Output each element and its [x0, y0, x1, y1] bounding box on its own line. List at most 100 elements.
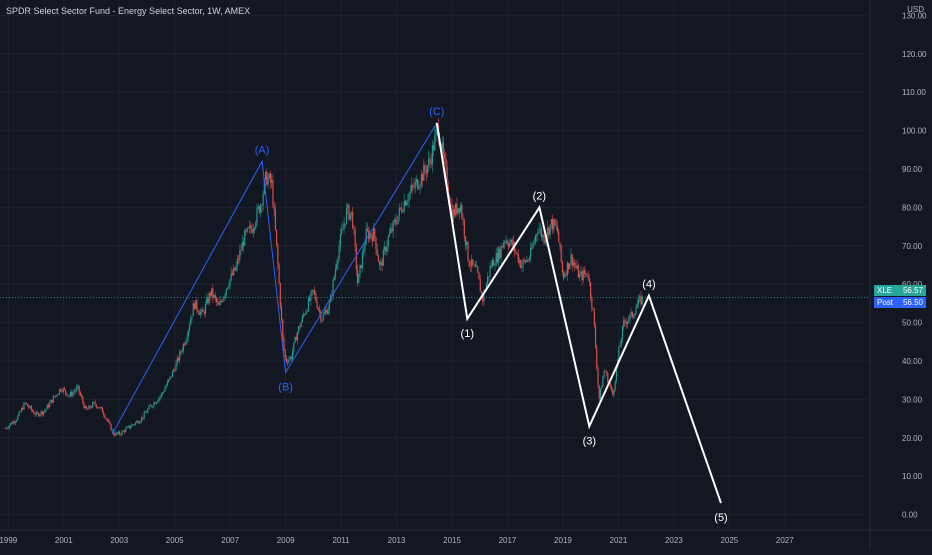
candle-body — [214, 295, 216, 299]
candle-body — [393, 220, 395, 221]
candle-body — [57, 393, 59, 395]
candle-body — [614, 381, 616, 391]
candle-body — [383, 247, 386, 251]
candle-body — [60, 389, 62, 391]
candle-body — [612, 389, 614, 396]
candle-body — [628, 319, 630, 322]
candle-body — [590, 282, 592, 298]
candle-body — [42, 411, 45, 415]
candle-body — [358, 273, 360, 284]
candle-body — [298, 326, 300, 333]
candle-body — [29, 406, 31, 408]
impulse-wave-line — [435, 122, 722, 504]
candle-body — [528, 259, 530, 261]
candle-body — [350, 211, 353, 214]
candle-body — [46, 404, 48, 409]
candle-body — [28, 406, 30, 408]
candle-body — [462, 217, 464, 221]
candle-body — [47, 404, 50, 408]
candle-body — [374, 228, 376, 238]
candle-body — [90, 407, 93, 408]
candle-body — [623, 320, 625, 327]
candle-body — [344, 223, 346, 225]
candle-body — [442, 142, 445, 155]
candle-body — [566, 262, 568, 276]
candle-body — [540, 228, 543, 238]
candle-body — [65, 389, 67, 394]
candle-body — [306, 310, 308, 312]
candle-body — [417, 179, 419, 190]
candle-body — [636, 304, 638, 309]
candle-body — [426, 165, 429, 174]
candle-body — [506, 240, 508, 245]
candle-body — [22, 408, 24, 410]
candle-body — [578, 274, 581, 278]
candle-body — [353, 227, 355, 230]
candle-body — [564, 274, 566, 278]
candle-body — [637, 298, 640, 305]
candle-body — [588, 278, 591, 283]
candle-body — [624, 320, 626, 323]
candle-body — [381, 261, 383, 266]
x-tick-label: 2005 — [166, 536, 184, 545]
candle-body — [328, 302, 330, 310]
candle-body — [40, 411, 42, 415]
candle-body — [414, 182, 416, 188]
candle-body — [471, 259, 473, 267]
candle-body — [142, 417, 144, 419]
candle-body — [176, 357, 178, 363]
candle-body — [337, 258, 339, 265]
candle-body — [249, 225, 251, 228]
candle-body — [372, 228, 375, 242]
wave-label: (4) — [642, 279, 655, 291]
candle-body — [526, 259, 528, 263]
candle-body — [490, 266, 492, 267]
candle-body — [127, 425, 129, 427]
candle-body — [147, 409, 149, 413]
candle-body — [410, 185, 413, 191]
candle-body — [266, 171, 268, 185]
candle-body — [116, 432, 118, 434]
wave-label: (2) — [533, 190, 546, 202]
candle-body — [180, 351, 182, 353]
candle-body — [543, 235, 545, 243]
candle-body — [208, 293, 210, 304]
candle-body — [246, 227, 248, 232]
candle-body — [89, 405, 91, 408]
candle-body — [49, 402, 51, 408]
candle-body — [478, 272, 480, 280]
candle-body — [553, 219, 555, 230]
candle-body — [359, 265, 361, 274]
candle-body — [536, 234, 538, 236]
candle-body — [39, 414, 41, 416]
candle-body — [477, 266, 479, 273]
candle-body — [69, 392, 72, 396]
candle-body — [202, 309, 204, 312]
candle-body — [45, 408, 47, 411]
candle-body — [610, 386, 613, 390]
candle-body — [450, 204, 452, 205]
candle-body — [148, 405, 150, 410]
last-price-value: 56.57 — [902, 286, 923, 295]
candle-body — [82, 397, 84, 403]
candle-body — [635, 308, 637, 315]
y-tick-label: 30.00 — [902, 395, 923, 404]
candle-body — [634, 314, 636, 316]
candle-body — [233, 267, 235, 275]
candle-body — [271, 179, 273, 183]
candle-body — [355, 246, 357, 270]
candle-body — [174, 370, 176, 371]
candle-body — [618, 346, 620, 359]
candle-body — [106, 419, 108, 421]
candle-body — [569, 263, 571, 270]
candle-body — [455, 203, 457, 216]
candle-body — [531, 247, 533, 249]
candle-body — [424, 165, 426, 171]
candle-body — [119, 431, 121, 435]
x-tick-label: 1999 — [0, 536, 18, 545]
candle-body — [198, 312, 200, 315]
y-tick-label: 90.00 — [902, 165, 923, 174]
candle-body — [376, 249, 378, 256]
